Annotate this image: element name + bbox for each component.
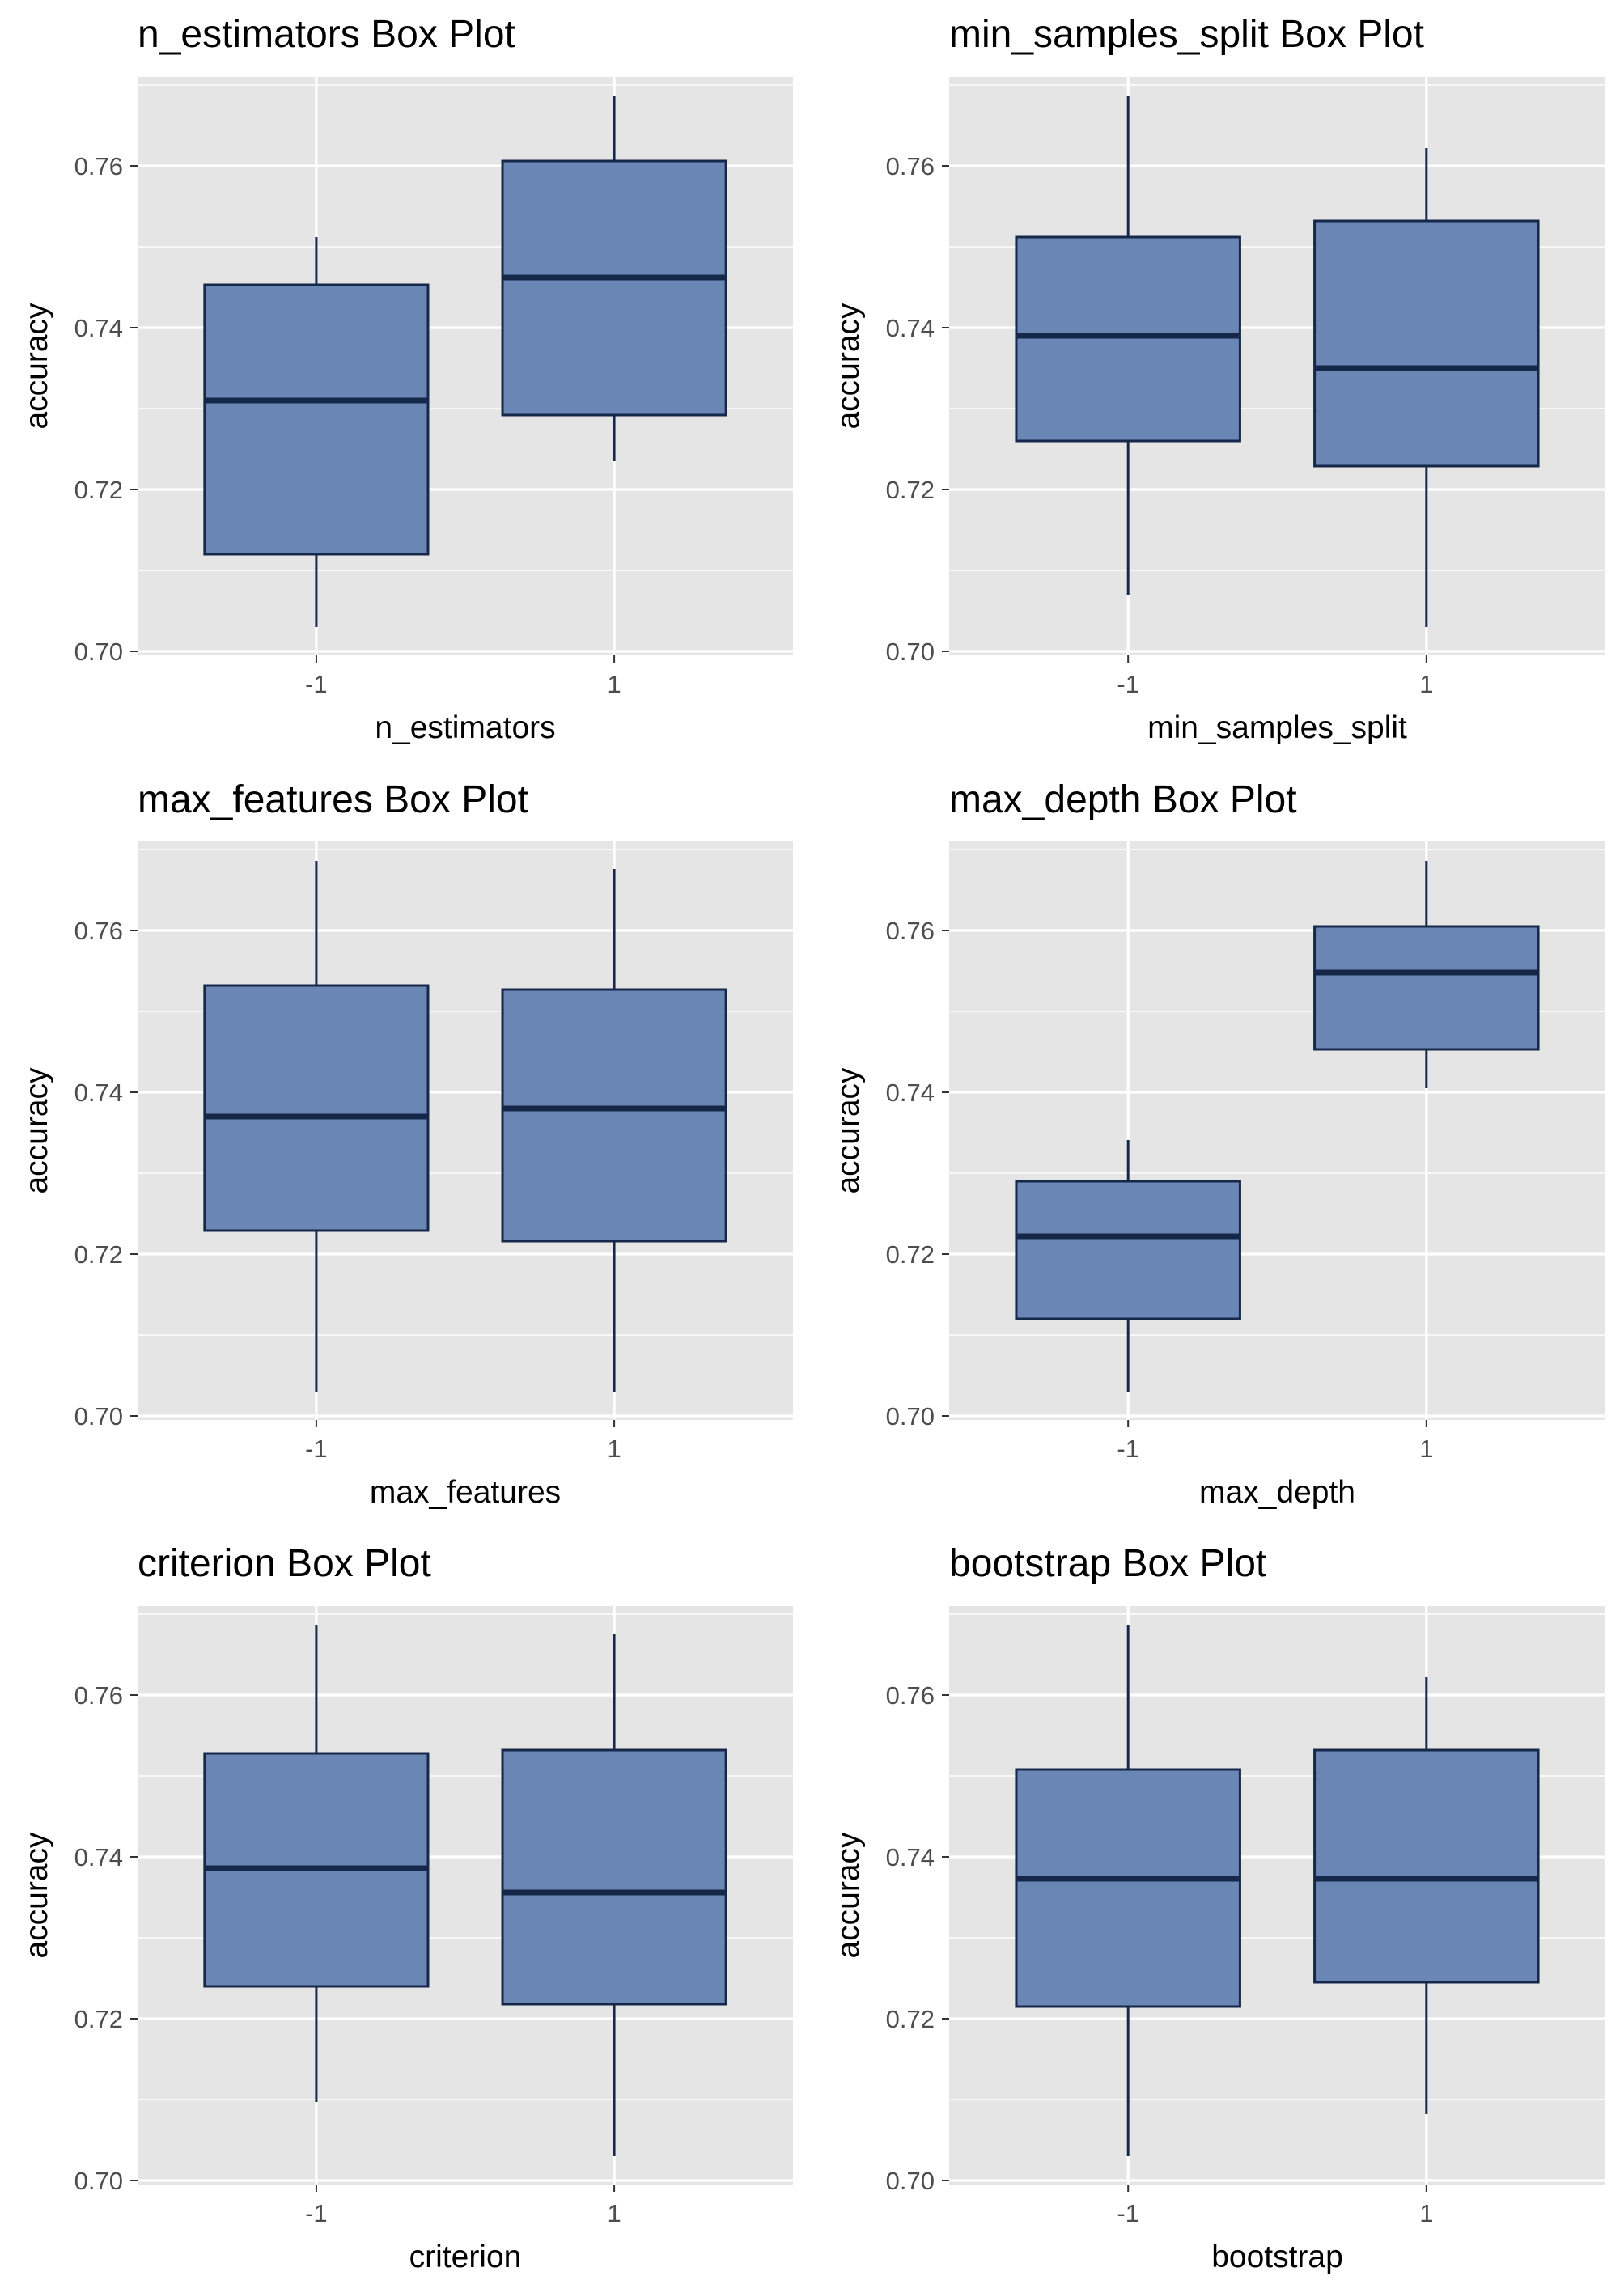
panel-criterion: 0.70 0.72 0.74 0.76 -1 1 criterion accuracy crit… xyxy=(19,1542,793,2274)
interquartile-box xyxy=(1313,1748,1540,1984)
y-axis-title: accuracy xyxy=(831,1832,866,1959)
chart-title: n_estimators Box Plot xyxy=(138,13,515,56)
x-axis-title: max_depth xyxy=(1199,1475,1355,1510)
y-tick-label: 0.70 xyxy=(74,1402,123,1430)
box-pos1 xyxy=(501,1634,727,2156)
x-tick-label: 1 xyxy=(607,2199,621,2227)
box-pos1 xyxy=(501,869,727,1392)
y-axis-title: accuracy xyxy=(831,303,866,430)
chart-title: criterion Box Plot xyxy=(138,1542,431,1585)
panel-n-estimators: 0.70 0.72 0.74 0.76 -1 1 n_estimators accuracy n… xyxy=(19,13,793,745)
box-neg1 xyxy=(203,237,430,627)
y-tick-label: 0.74 xyxy=(74,1079,123,1107)
panel-max-depth: 0.70 0.72 0.74 0.76 -1 1 max_depth accuracy max_… xyxy=(831,778,1605,1510)
y-tick-label: 0.76 xyxy=(886,917,935,945)
y-tick-label: 0.72 xyxy=(886,476,935,504)
y-tick-label: 0.76 xyxy=(886,1681,935,1710)
y-tick-label: 0.72 xyxy=(886,2005,935,2033)
box-pos1 xyxy=(1313,861,1540,1088)
box-neg1 xyxy=(203,861,430,1392)
chart-title: min_samples_split Box Plot xyxy=(949,13,1424,56)
y-axis-title: accuracy xyxy=(19,1067,54,1194)
chart-title: bootstrap Box Plot xyxy=(949,1542,1266,1585)
y-tick-label: 0.72 xyxy=(74,476,123,504)
x-axis-title: bootstrap xyxy=(1211,2240,1343,2274)
interquartile-box xyxy=(1015,1768,1241,2008)
box-pos1 xyxy=(501,96,727,461)
x-tick-label: -1 xyxy=(305,1435,328,1463)
x-tick-label: -1 xyxy=(305,2199,328,2227)
y-tick-label: 0.76 xyxy=(74,917,123,945)
interquartile-box xyxy=(501,988,727,1243)
y-tick-label: 0.70 xyxy=(886,2167,935,2195)
x-tick-label: -1 xyxy=(1117,670,1139,698)
y-tick-label: 0.72 xyxy=(74,1240,123,1269)
interquartile-box xyxy=(1313,219,1540,468)
y-tick-label: 0.76 xyxy=(74,1681,123,1710)
x-tick-label: 1 xyxy=(607,670,621,698)
interquartile-box xyxy=(1015,235,1241,443)
x-axis-title: min_samples_split xyxy=(1147,710,1407,745)
interquartile-box xyxy=(1313,925,1540,1051)
y-tick-label: 0.74 xyxy=(74,314,123,342)
panel-min-samples-split: 0.70 0.72 0.74 0.76 -1 1 min_samples_split accu… xyxy=(831,13,1605,745)
y-tick-label: 0.70 xyxy=(74,638,123,666)
y-tick-label: 0.72 xyxy=(74,2005,123,2033)
y-tick-label: 0.74 xyxy=(886,314,935,342)
interquartile-box xyxy=(203,283,430,556)
interquartile-box xyxy=(501,159,727,417)
panel-max-features: 0.70 0.72 0.74 0.76 -1 1 max_features accuracy m… xyxy=(19,778,793,1510)
x-tick-label: 1 xyxy=(1419,670,1433,698)
panel-bootstrap: 0.70 0.72 0.74 0.76 -1 1 bootstrap accuracy boot… xyxy=(831,1542,1605,2274)
box-pos1 xyxy=(1313,148,1540,627)
y-tick-label: 0.70 xyxy=(74,2167,123,2195)
y-tick-label: 0.74 xyxy=(886,1843,935,1871)
x-tick-label: 1 xyxy=(1419,2199,1433,2227)
y-axis-title: accuracy xyxy=(19,303,54,430)
x-tick-label: 1 xyxy=(1419,1435,1433,1463)
y-tick-label: 0.74 xyxy=(74,1843,123,1871)
chart-title: max_depth Box Plot xyxy=(949,778,1297,821)
y-tick-label: 0.70 xyxy=(886,1402,935,1430)
x-axis-title: criterion xyxy=(409,2240,522,2274)
box-neg1 xyxy=(1015,1625,1241,2156)
y-tick-label: 0.76 xyxy=(886,152,935,180)
y-tick-label: 0.70 xyxy=(886,638,935,666)
x-tick-label: -1 xyxy=(1117,1435,1139,1463)
box-neg1 xyxy=(1015,1140,1241,1392)
y-tick-label: 0.76 xyxy=(74,152,123,180)
box-pos1 xyxy=(1313,1677,1540,2114)
chart-title: max_features Box Plot xyxy=(138,778,528,821)
y-axis-title: accuracy xyxy=(19,1832,54,1959)
x-tick-label: 1 xyxy=(607,1435,621,1463)
y-axis-title: accuracy xyxy=(831,1067,866,1194)
interquartile-box xyxy=(501,1748,727,2006)
x-tick-label: -1 xyxy=(1117,2199,1139,2227)
x-axis-title: max_features xyxy=(370,1475,561,1510)
y-tick-label: 0.72 xyxy=(886,1240,935,1269)
y-tick-label: 0.74 xyxy=(886,1079,935,1107)
x-axis-title: n_estimators xyxy=(375,710,555,745)
x-tick-label: -1 xyxy=(305,670,328,698)
box-neg1 xyxy=(203,1625,430,2102)
interquartile-box xyxy=(203,984,430,1232)
box-neg1 xyxy=(1015,96,1241,595)
interquartile-box xyxy=(1015,1180,1241,1320)
